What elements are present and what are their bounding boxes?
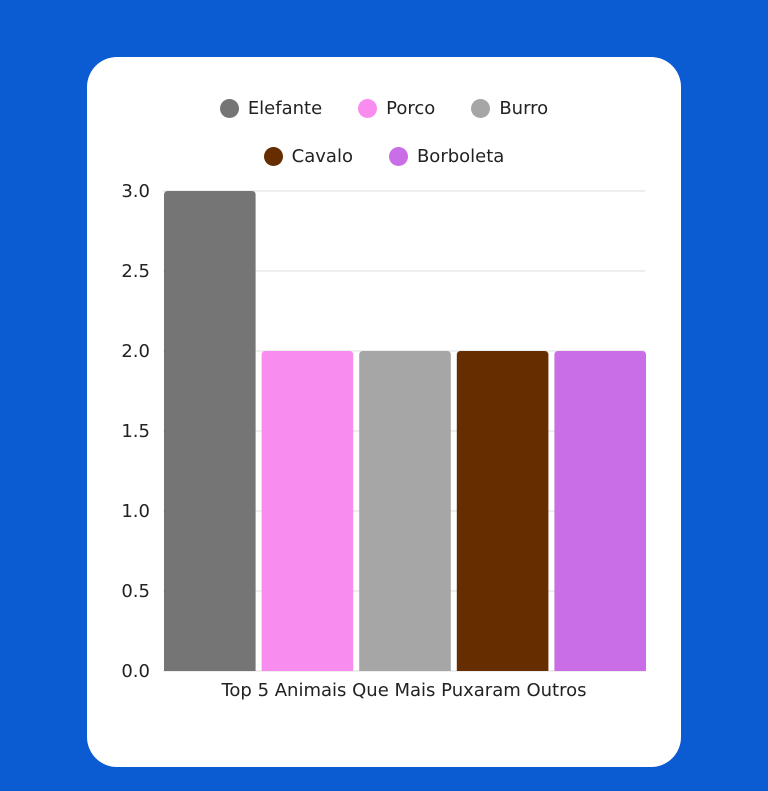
y-tick-label: 1.5 <box>121 421 150 442</box>
y-tick-label: 0.5 <box>121 581 150 602</box>
y-tick-label: 2.5 <box>121 261 150 282</box>
legend: Cavalo Borboleta <box>87 146 681 167</box>
legend-label: Elefante <box>247 98 323 119</box>
y-tick-label: 2.0 <box>121 341 150 362</box>
legend-item-cavalo: Cavalo <box>263 146 353 167</box>
bar-burro <box>359 351 451 671</box>
y-tick-label: 3.0 <box>121 181 150 202</box>
legend-swatch <box>263 147 283 166</box>
legend-swatch <box>358 99 378 118</box>
y-tick-label: 1.0 <box>121 501 150 522</box>
legend-item-borboleta: Borboleta <box>388 146 505 167</box>
x-category-label: Top 5 Animais Que Mais Puxaram Outros <box>220 680 586 701</box>
legend-swatch <box>471 99 491 118</box>
legend-item-porco: Porco <box>358 98 435 119</box>
legend-label: Borboleta <box>416 146 505 167</box>
bar-elefante <box>164 191 256 671</box>
legend-item-burro: Burro <box>471 98 548 119</box>
legend-label: Porco <box>386 98 436 119</box>
bar-cavalo <box>456 351 549 671</box>
legend-item-elefante: Elefante <box>219 98 323 119</box>
legend-label: Cavalo <box>291 146 353 167</box>
y-tick-label: 0.0 <box>121 661 150 682</box>
bar-porco <box>261 351 354 671</box>
legend-label: Burro <box>499 98 549 119</box>
legend: Elefante Porco Burro <box>87 98 681 119</box>
bar-borboleta <box>554 351 646 671</box>
legend-swatch <box>388 147 408 166</box>
legend-swatch <box>219 99 239 118</box>
